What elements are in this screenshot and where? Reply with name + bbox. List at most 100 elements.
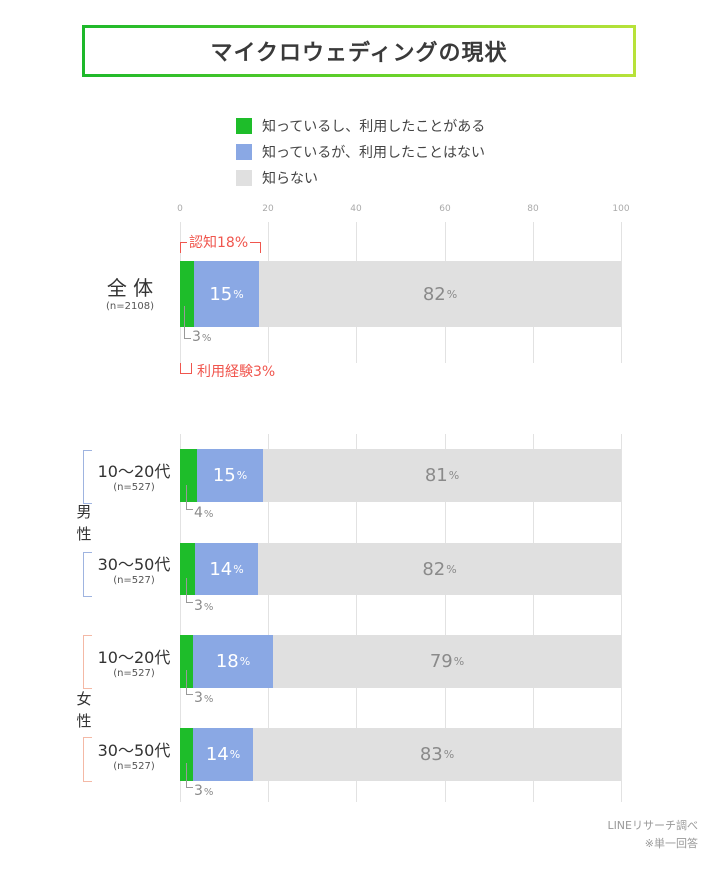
pct-sign: % — [239, 655, 251, 668]
segment-aware: 14% — [195, 543, 258, 595]
pct-sign: % — [203, 787, 214, 798]
pct-sign: % — [446, 562, 457, 576]
axis-tick-80: 80 — [527, 204, 539, 214]
row-sample-size: (n=527) — [113, 575, 155, 586]
value-label: 18 — [215, 651, 239, 672]
used-value-female-30-50: 3% — [194, 783, 213, 799]
segment-unaware: 79% — [273, 635, 621, 688]
value-label: 15 — [209, 283, 233, 305]
legend-swatch-blue — [236, 144, 252, 160]
legend-label: 知っているし、利用したことがある — [262, 119, 486, 135]
row-title: 30〜50代 — [97, 555, 171, 574]
pct-sign: % — [233, 562, 244, 576]
value-label: 3 — [194, 783, 203, 799]
axis-tick-60: 60 — [439, 204, 451, 214]
value-label: 14 — [209, 558, 233, 580]
segment-used — [180, 728, 193, 781]
pct-sign: % — [236, 469, 248, 482]
gridline — [356, 434, 357, 802]
pct-sign: % — [443, 748, 455, 761]
bar-overall: 15% 82% — [180, 261, 621, 327]
row-title: 全 体 — [106, 276, 154, 300]
axis-tick-0: 0 — [177, 204, 183, 214]
gridline — [533, 434, 534, 802]
segment-unaware: 83% — [253, 728, 621, 781]
legend-swatch-green — [236, 118, 252, 134]
pct-sign: % — [203, 694, 214, 705]
pct-sign: % — [203, 509, 214, 520]
row-sample-size: (n=527) — [113, 482, 155, 493]
value-label: 4 — [194, 505, 203, 521]
row-sample-size: (n=527) — [113, 761, 155, 772]
segment-used — [180, 635, 193, 688]
pct-sign: % — [229, 748, 241, 761]
usage-annotation: 利用経験3% — [197, 364, 276, 380]
segment-aware: 15% — [194, 261, 259, 327]
title-frame: マイクロウェディングの現状 — [82, 25, 636, 77]
chart-title: マイクロウェディングの現状 — [85, 28, 633, 74]
legend-label: 知らない — [262, 171, 318, 187]
group-label-female: 女 性 — [76, 690, 92, 730]
row-sample-size: (n=527) — [113, 668, 155, 679]
row-sample-size: (n=2108) — [106, 301, 154, 312]
legend-swatch-gray — [236, 170, 252, 186]
segment-aware: 14% — [193, 728, 253, 781]
group-label-male: 男 性 — [76, 503, 92, 543]
value-label: 14 — [205, 744, 229, 765]
value-label: 3 — [192, 329, 201, 345]
value-label: 3 — [194, 690, 203, 706]
row-title: 30〜50代 — [97, 741, 171, 760]
segment-used — [180, 543, 195, 595]
segment-unaware: 81% — [263, 449, 621, 502]
bar-male-10-20: 15% 81% — [180, 449, 621, 502]
legend-label: 知っているが、利用したことはない — [262, 145, 486, 161]
pct-sign: % — [233, 287, 244, 301]
used-value-male-10-20: 4% — [194, 505, 213, 521]
value-label: 82 — [422, 283, 446, 305]
answer-note: ※単一回答 — [644, 837, 698, 850]
segment-aware: 15% — [197, 449, 263, 502]
row-label-female-10-20: 10〜20代 (n=527) — [94, 644, 174, 679]
leader-line — [186, 485, 193, 510]
gridline — [445, 434, 446, 802]
segment-aware: 18% — [193, 635, 273, 688]
row-label-female-30-50: 30〜50代 (n=527) — [94, 737, 174, 772]
used-value-female-10-20: 3% — [194, 690, 213, 706]
bar-female-30-50: 14% 83% — [180, 728, 621, 781]
usage-bracket — [180, 363, 192, 374]
axis-tick-40: 40 — [350, 204, 362, 214]
row-title: 10〜20代 — [97, 648, 171, 667]
legend-item-aware: 知っているが、利用したことはない — [236, 139, 485, 165]
male-bracket-bottom — [83, 552, 92, 597]
gridline — [268, 434, 269, 802]
row-label-overall: 全 体 (n=2108) — [100, 272, 160, 312]
segment-unaware: 82% — [258, 543, 621, 595]
legend-item-unaware: 知らない — [236, 165, 485, 191]
leader-line — [186, 670, 193, 695]
value-label: 3 — [194, 598, 203, 614]
used-value-male-30-50: 3% — [194, 598, 213, 614]
leader-line — [186, 763, 193, 788]
axis-tick-100: 100 — [612, 204, 630, 214]
value-label: 79 — [429, 651, 453, 672]
gridline — [180, 434, 181, 802]
value-label: 15 — [212, 465, 236, 486]
value-label: 81 — [424, 465, 448, 486]
value-label: 82 — [422, 558, 446, 580]
pct-sign: % — [448, 469, 460, 482]
pct-sign: % — [201, 333, 212, 344]
female-bracket-top — [83, 635, 92, 689]
axis-tick-20: 20 — [262, 204, 274, 214]
leader-line — [184, 306, 191, 339]
bar-male-30-50: 14% 82% — [180, 543, 621, 595]
row-label-male-10-20: 10〜20代 (n=527) — [94, 458, 174, 493]
legend: 知っているし、利用したことがある 知っているが、利用したことはない 知らない — [236, 113, 485, 191]
segment-used — [180, 261, 194, 327]
row-label-male-30-50: 30〜50代 (n=527) — [94, 551, 174, 586]
gridline — [621, 434, 622, 802]
bar-female-10-20: 18% 79% — [180, 635, 621, 688]
leader-line — [186, 578, 193, 603]
female-bracket-bottom — [83, 737, 92, 782]
awareness-annotation: 認知18% — [187, 232, 251, 252]
value-label: 83 — [419, 744, 443, 765]
